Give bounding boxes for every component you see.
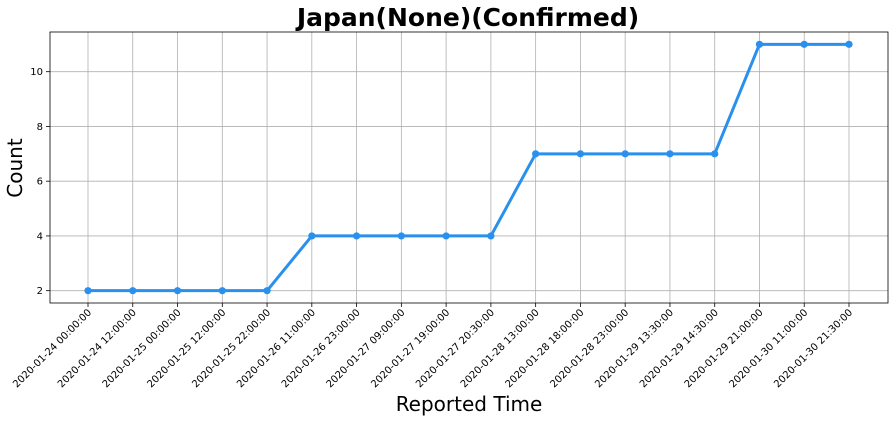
grid [50, 32, 888, 303]
x-tick-label: 2020-01-28 13:00:00 [459, 307, 542, 390]
data-point [218, 287, 226, 295]
x-tick-label: 2020-01-25 00:00:00 [101, 307, 184, 390]
data-point [755, 40, 764, 48]
series-layer [84, 40, 853, 295]
x-tick-label: 2020-01-27 19:00:00 [369, 307, 452, 390]
data-point [352, 232, 361, 240]
data-point [487, 232, 495, 240]
data-point [397, 232, 405, 240]
y-tick-label: 6 [37, 177, 43, 188]
x-tick-label: 2020-01-30 21:30:00 [772, 307, 855, 390]
data-point [129, 287, 137, 295]
x-axis-label: Reported Time [396, 392, 543, 416]
x-tick-label: 2020-01-26 23:00:00 [280, 307, 363, 390]
x-tick-label: 2020-01-24 12:00:00 [56, 307, 139, 390]
x-tick-label: 2020-01-29 14:30:00 [638, 307, 721, 390]
x-tick-label: 2020-01-25 12:00:00 [146, 307, 229, 390]
x-tick-label: 2020-01-27 20:30:00 [414, 307, 497, 390]
y-tick-label: 10 [30, 67, 43, 78]
x-tick-label: 2020-01-30 11:00:00 [727, 307, 810, 390]
data-point [442, 232, 450, 240]
data-point [800, 40, 808, 48]
x-tick-label: 2020-01-28 23:00:00 [548, 307, 631, 390]
data-point [308, 232, 316, 240]
data-point [576, 150, 585, 158]
series-line [86, 42, 851, 293]
y-tick-label: 2 [37, 286, 43, 297]
data-point [263, 287, 271, 295]
y-axis: 2 4 6 8 10 [30, 67, 50, 297]
x-tick-label: 2020-01-29 13:30:00 [593, 307, 676, 390]
data-point [845, 40, 853, 48]
y-axis-label: Count [3, 138, 27, 198]
data-point [621, 150, 629, 158]
data-point [666, 150, 674, 158]
y-tick-label: 4 [37, 231, 43, 242]
data-point [532, 150, 540, 158]
data-point [84, 287, 92, 295]
x-tick-label: 2020-01-24 00:00:00 [11, 307, 94, 390]
x-tick-label: 2020-01-28 18:00:00 [504, 307, 587, 390]
chart-title: Japan(None)(Confirmed) [295, 3, 639, 32]
data-point [173, 287, 182, 295]
y-tick-label: 8 [37, 122, 43, 133]
data-point [711, 150, 719, 158]
plot-frame [49, 31, 889, 304]
x-tick-label: 2020-01-26 11:00:00 [235, 307, 318, 390]
x-tick-label: 2020-01-27 09:00:00 [325, 307, 408, 390]
x-tick-label: 2020-01-29 21:00:00 [683, 307, 766, 390]
x-tick-label: 2020-01-25 22:00:00 [190, 307, 273, 390]
